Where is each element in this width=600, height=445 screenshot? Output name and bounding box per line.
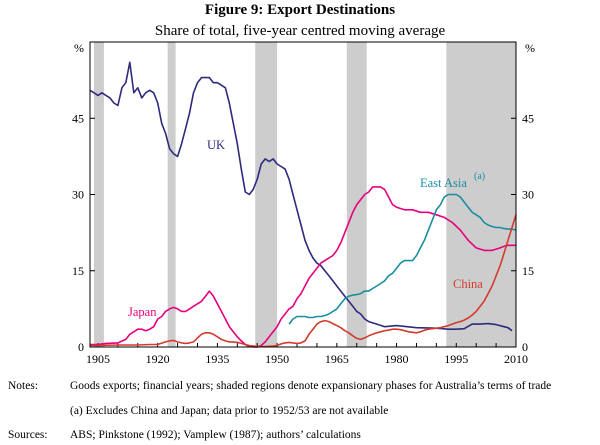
series-label-uk: UK <box>207 138 225 152</box>
y-tick-label-right: 45 <box>522 111 534 125</box>
right-unit-label: % <box>525 41 535 55</box>
series-label-east-asia-note: (a) <box>474 171 485 182</box>
x-tick-label: 1905 <box>86 352 110 366</box>
y-tick-label-left: 30 <box>72 188 84 202</box>
series-lines <box>89 61 517 348</box>
series-label-east-asia: East Asia <box>420 176 467 190</box>
shaded-period-4 <box>446 42 516 347</box>
series-line-east-asia <box>288 193 517 325</box>
x-tick-label: 1950 <box>265 352 289 366</box>
shaded-period-0 <box>93 42 104 347</box>
export-destinations-chart: Figure 9: Export Destinations Share of t… <box>72 2 535 366</box>
series-line-uk <box>89 61 513 332</box>
x-tick-label: 1920 <box>146 352 170 366</box>
series-line-japan <box>90 186 516 348</box>
sources-key: Sources: <box>8 429 48 441</box>
notes-key: Notes: <box>8 380 39 392</box>
x-tick-label: 2010 <box>504 352 528 366</box>
notes-text: Goods exports; financial years; shaded r… <box>70 380 552 392</box>
x-tick-label: 1965 <box>325 352 349 366</box>
y-tick-label-right: 15 <box>522 264 534 278</box>
notes-line-1: Notes: Goods exports; financial years; sh… <box>8 379 551 393</box>
y-tick-label-left: 15 <box>72 264 84 278</box>
x-tick-label: 1995 <box>444 352 468 366</box>
y-tick-label-left: 45 <box>72 111 84 125</box>
sources-text: ABS; Pinkstone (1992); Vamplew (1987); a… <box>70 429 361 441</box>
shaded-period-3 <box>346 42 367 347</box>
y-tick-label-right: 0 <box>522 340 528 354</box>
left-unit-label: % <box>74 41 84 55</box>
x-tick-label: 1935 <box>205 352 229 366</box>
chart-title: Figure 9: Export Destinations <box>205 2 395 18</box>
footnote-a: (a) Excludes China and Japan; data prior… <box>70 405 389 417</box>
sources-line: Sources: ABS; Pinkstone (1992); Vamplew (… <box>8 428 361 442</box>
x-tick-label: 1980 <box>385 352 409 366</box>
series-label-japan: Japan <box>128 305 157 319</box>
shaded-period-2 <box>255 42 278 347</box>
y-tick-label-right: 30 <box>522 188 534 202</box>
axis-ticks: 0 0 15 15 30 30 45 45 1905 1920 1935 1950 1965 1980 19… <box>72 111 534 366</box>
shaded-periods <box>93 42 516 347</box>
shaded-period-1 <box>167 42 176 347</box>
chart-subtitle: Share of total, five-year centred moving… <box>155 23 446 39</box>
series-label-china: China <box>453 277 483 291</box>
y-tick-label-left: 0 <box>78 340 84 354</box>
notes-line-2: (a) Excludes China and Japan; data prior… <box>8 404 388 418</box>
series-line-china <box>90 214 517 348</box>
plot-frame <box>89 41 517 348</box>
